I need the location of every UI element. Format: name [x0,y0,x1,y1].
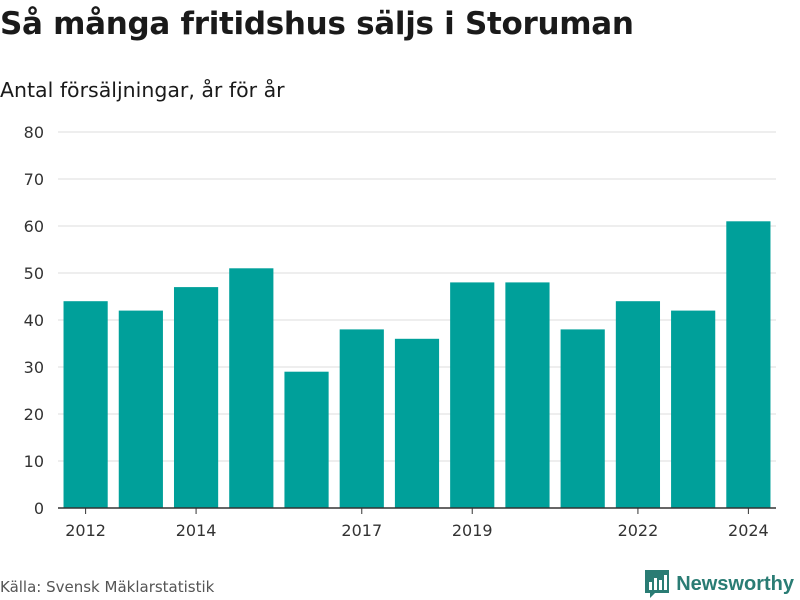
bar-2017 [339,329,384,508]
y-tick-label: 20 [24,405,44,424]
chart-subtitle: Antal försäljningar, år för år [0,78,285,102]
bar-2021 [560,329,605,508]
x-tick-label: 2012 [65,521,106,540]
bars [63,221,771,509]
source-note: Källa: Svensk Mäklarstatistik [0,578,215,596]
y-tick-label: 40 [24,311,44,330]
x-tick-label: 2017 [341,521,382,540]
y-tick-label: 0 [34,499,44,518]
y-tick-label: 30 [24,358,44,377]
bar-2023 [671,310,716,508]
y-tick-label: 50 [24,264,44,283]
bar-2014 [173,287,219,508]
bar-chart: 0 10 20 30 40 50 60 70 80 2012 2014 2017 2019 2022 202… [24,123,776,540]
newsworthy-logo-icon [645,570,670,598]
bar-2016 [284,371,329,508]
bar-2020 [505,282,550,508]
bar-2015 [229,268,274,508]
brand-name: Newsworthy [676,572,794,595]
bar-2012 [63,301,108,508]
y-tick-label: 10 [24,452,44,471]
bar-2018 [394,338,440,508]
x-tick-label: 2022 [618,521,659,540]
chart-title: Så många fritidshus säljs i Storuman [0,6,634,42]
y-tick-label: 80 [24,123,44,142]
x-tick-label: 2024 [728,521,769,540]
axes: 0 10 20 30 40 50 60 70 80 2012 2014 2017 2019 2022 202… [24,123,776,540]
x-tick-label: 2014 [176,521,217,540]
brand-logo: Newsworthy [644,569,794,599]
bar-2019 [450,282,495,508]
x-tick-label: 2019 [452,521,493,540]
bar-2024 [726,221,771,509]
y-tick-label: 70 [24,170,44,189]
bar-2022 [615,301,661,508]
y-tick-label: 60 [24,217,44,236]
bar-2013 [118,310,163,508]
